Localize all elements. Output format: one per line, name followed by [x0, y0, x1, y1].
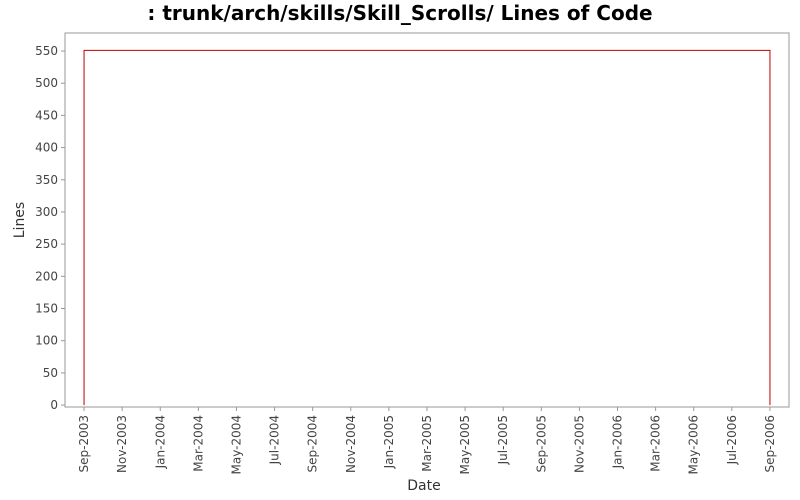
x-tick-label: May-2006 — [687, 415, 701, 474]
y-tick-label: 450 — [35, 108, 58, 122]
x-tick-label: Jan-2005 — [382, 415, 396, 469]
chart-title: : trunk/arch/skills/Skill_Scrolls/ Lines… — [147, 1, 652, 25]
x-tick-label: Sep-2006 — [763, 415, 777, 473]
y-tick-label: 350 — [35, 173, 58, 187]
x-tick-label: May-2005 — [458, 415, 472, 474]
y-tick-label: 300 — [35, 205, 58, 219]
x-tick-label: Mar-2005 — [420, 415, 434, 472]
x-tick-label: Nov-2004 — [344, 415, 358, 473]
y-tick-label: 250 — [35, 237, 58, 251]
x-tick-label: Sep-2005 — [534, 415, 548, 473]
x-tick-label: Mar-2006 — [649, 415, 663, 472]
y-tick-label: 0 — [50, 398, 58, 412]
y-tick-label: 400 — [35, 141, 58, 155]
y-tick-label: 100 — [35, 334, 58, 348]
x-tick-label: Nov-2005 — [572, 415, 586, 473]
y-tick-label: 500 — [35, 76, 58, 90]
plot-area — [64, 32, 790, 408]
x-tick-label: Jan-2004 — [153, 415, 167, 469]
x-tick-label: May-2004 — [229, 415, 243, 474]
x-axis-label: Date — [407, 478, 440, 494]
y-tick-label: 550 — [35, 44, 58, 58]
x-tick-label: Nov-2003 — [115, 415, 129, 473]
x-tick-label: Mar-2004 — [191, 415, 205, 472]
line-series — [83, 49, 771, 406]
x-tick-label: Jul-2004 — [268, 415, 282, 465]
x-tick-label: Jul-2005 — [496, 415, 510, 465]
y-axis-label: Lines — [12, 202, 28, 238]
x-tick-label: Sep-2003 — [77, 415, 91, 473]
x-tick-label: Jan-2006 — [611, 415, 625, 469]
x-tick-label: Jul-2006 — [725, 415, 739, 465]
x-tick-label: Sep-2004 — [306, 415, 320, 473]
y-tick-label: 50 — [43, 366, 58, 380]
y-tick-label: 200 — [35, 269, 58, 283]
y-tick-label: 150 — [35, 302, 58, 316]
